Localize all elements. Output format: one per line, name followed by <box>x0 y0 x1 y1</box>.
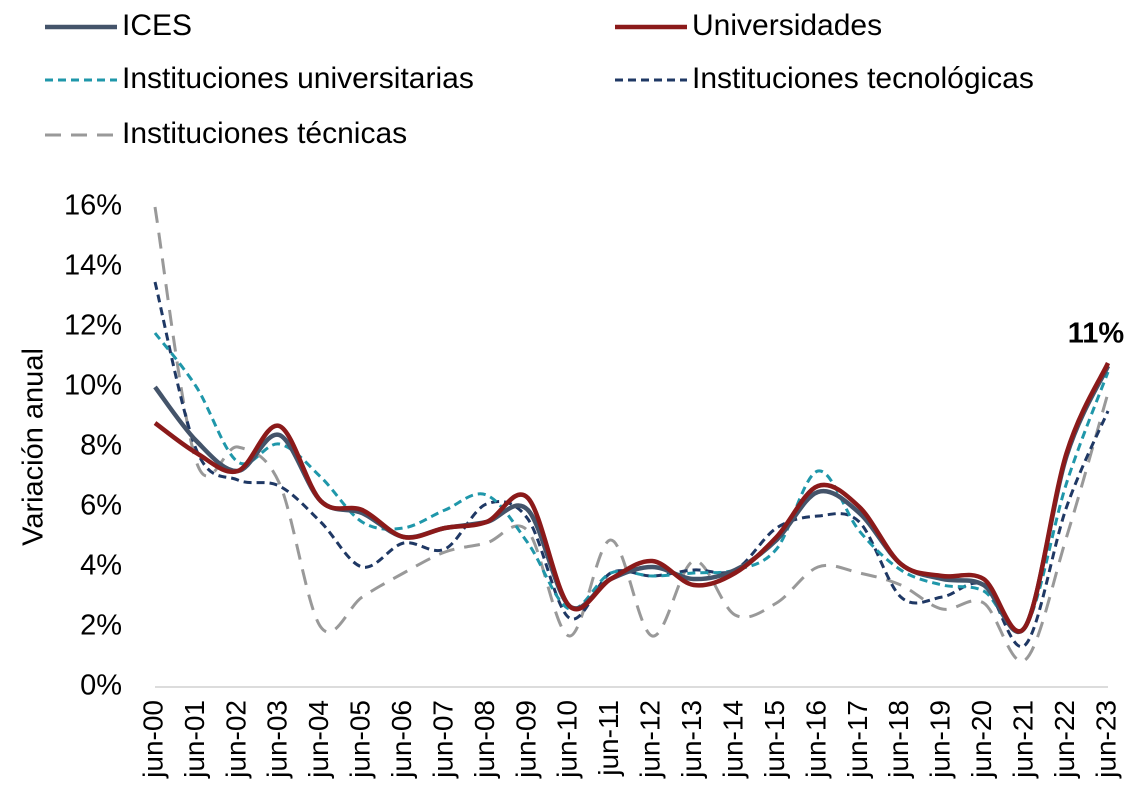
x-tick-label: jun-15 <box>759 700 790 779</box>
x-tick-label: jun-23 <box>1090 700 1121 779</box>
legend-label: Instituciones técnicas <box>122 117 407 150</box>
x-tick-label: jun-16 <box>800 700 831 779</box>
y-tick-label: 0% <box>80 670 122 702</box>
x-tick-label: jun-02 <box>220 700 251 779</box>
x-tick-label: jun-18 <box>883 700 914 779</box>
y-tick-label: 10% <box>64 370 122 402</box>
x-tick-label: jun-05 <box>345 700 376 779</box>
x-tick-label: jun-06 <box>386 700 417 779</box>
x-tick-label: jun-13 <box>676 700 707 779</box>
y-axis-title: Variación anual <box>18 348 50 546</box>
x-tick-label: jun-22 <box>1049 700 1080 779</box>
y-tick-label: 4% <box>80 550 122 582</box>
x-tick-label: jun-14 <box>717 700 748 779</box>
x-tick-label: jun-17 <box>842 700 873 779</box>
series-line <box>153 206 1110 663</box>
x-tick-label: jun-08 <box>469 700 500 779</box>
x-tick-label: jun-11 <box>593 700 624 777</box>
x-tick-label: jun-12 <box>635 700 666 779</box>
y-tick-label: 12% <box>64 310 122 342</box>
y-tick-label: 6% <box>80 490 122 522</box>
x-tick-label: jun-03 <box>262 700 293 779</box>
x-tick-label: jun-09 <box>510 700 541 779</box>
legend-label: Instituciones tecnológicas <box>692 62 1034 95</box>
x-tick-label: jun-00 <box>137 700 168 779</box>
y-tick-label: 8% <box>80 430 122 462</box>
y-tick-label: 2% <box>80 610 122 642</box>
x-tick-label: jun-04 <box>303 700 334 779</box>
legend-label: Instituciones universitarias <box>122 62 474 95</box>
x-tick-label: jun-07 <box>427 700 458 779</box>
legend-label: ICES <box>122 9 192 42</box>
x-tick-label: jun-01 <box>179 700 210 779</box>
legend-label: Universidades <box>692 9 882 42</box>
x-tick-label: jun-19 <box>925 700 956 779</box>
x-tick-label: jun-20 <box>966 700 997 779</box>
series-line <box>153 332 1110 633</box>
y-tick-label: 14% <box>64 250 122 282</box>
series-line <box>153 362 1111 634</box>
x-tick-label: jun-21 <box>1008 700 1039 779</box>
y-tick-label: 16% <box>64 190 122 222</box>
x-tick-label: jun-10 <box>552 700 583 779</box>
data-label: 11% <box>1068 318 1125 350</box>
